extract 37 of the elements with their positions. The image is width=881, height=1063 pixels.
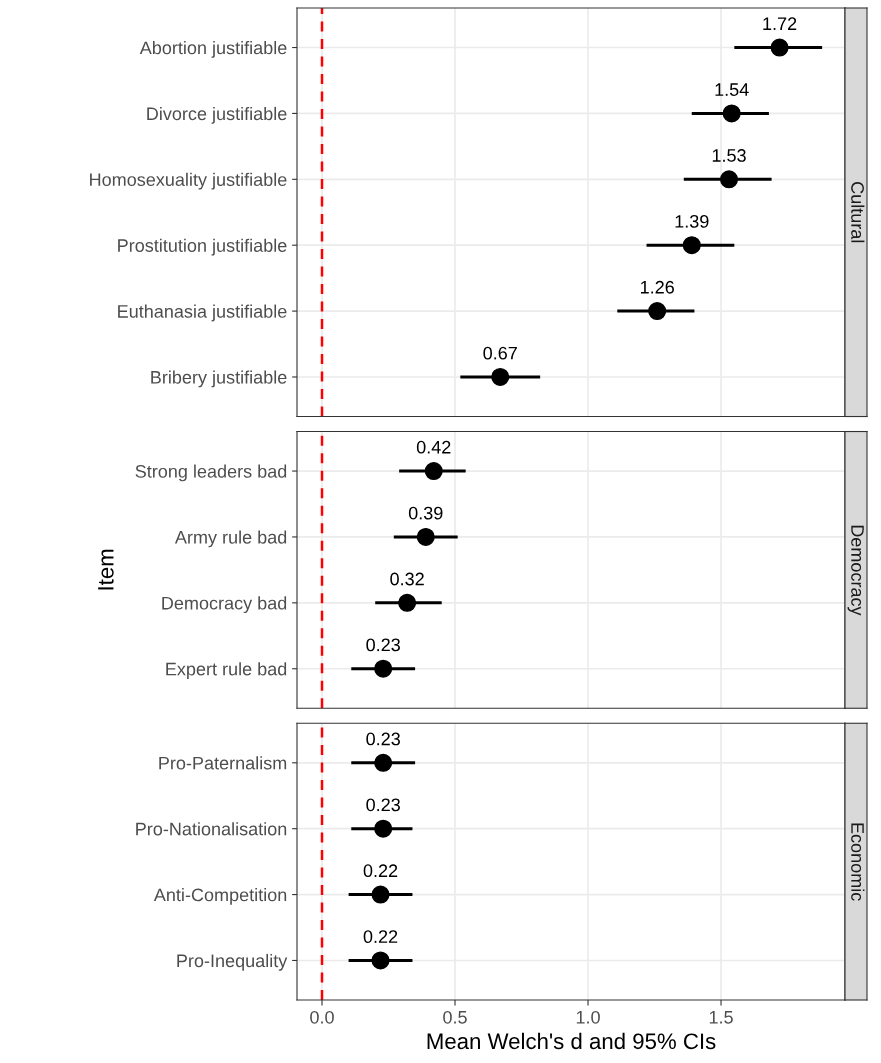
y-tick-label: Pro-Inequality bbox=[177, 953, 288, 971]
x-tick-label: 0.0 bbox=[310, 1010, 334, 1024]
data-label: 0.22 bbox=[363, 930, 398, 944]
data-label: 0.32 bbox=[390, 572, 424, 586]
data-label: 0.67 bbox=[483, 346, 517, 360]
y-tick-label: Divorce justifiable bbox=[147, 106, 287, 124]
data-label: 0.23 bbox=[366, 798, 400, 812]
data-label: 0.42 bbox=[416, 440, 451, 454]
y-tick-label: Homosexuality justifiable bbox=[90, 172, 287, 190]
y-tick-label: Strong leaders bad bbox=[135, 464, 287, 482]
y-tick-label: Prostitution justifiable bbox=[118, 238, 287, 256]
y-tick-label: Pro-Nationalisation bbox=[136, 822, 287, 836]
data-label: 0.23 bbox=[366, 638, 400, 652]
y-tick-label: Army rule bad bbox=[174, 530, 287, 548]
text: Cultural bbox=[851, 182, 865, 243]
text: Democracy bbox=[847, 525, 864, 616]
y-tick-label: Euthanasia justifiable bbox=[118, 304, 287, 322]
x-tick-label: 0.5 bbox=[443, 1010, 467, 1024]
data-label: 0.22 bbox=[363, 864, 398, 878]
y-tick-label: Democracy bad bbox=[162, 596, 287, 614]
x-axis-title: Mean Welch's d and 95% CIs bbox=[427, 1032, 716, 1050]
data-label: 1.54 bbox=[715, 83, 749, 96]
y-tick-label: Abortion justifiable bbox=[139, 40, 287, 58]
data-label: 1.72 bbox=[763, 17, 797, 30]
x-tick-label: 1.5 bbox=[709, 1011, 733, 1024]
data-label: 1.39 bbox=[675, 214, 709, 228]
text: Economic bbox=[851, 823, 865, 901]
data-label: 1.26 bbox=[641, 280, 674, 294]
y-tick-label: Pro-Paternalism bbox=[159, 756, 287, 770]
y-axis-title: Item bbox=[98, 549, 114, 590]
data-label: 0.39 bbox=[408, 506, 443, 520]
y-tick-label: Anti-Competition bbox=[153, 888, 287, 905]
y-tick-label: Bribery justifiable bbox=[151, 370, 287, 388]
x-tick-label: 1.0 bbox=[576, 1010, 600, 1024]
data-label: 0.23 bbox=[366, 732, 400, 746]
y-tick-label: Expert rule bad bbox=[166, 662, 287, 680]
data-label: 1.53 bbox=[712, 149, 746, 162]
